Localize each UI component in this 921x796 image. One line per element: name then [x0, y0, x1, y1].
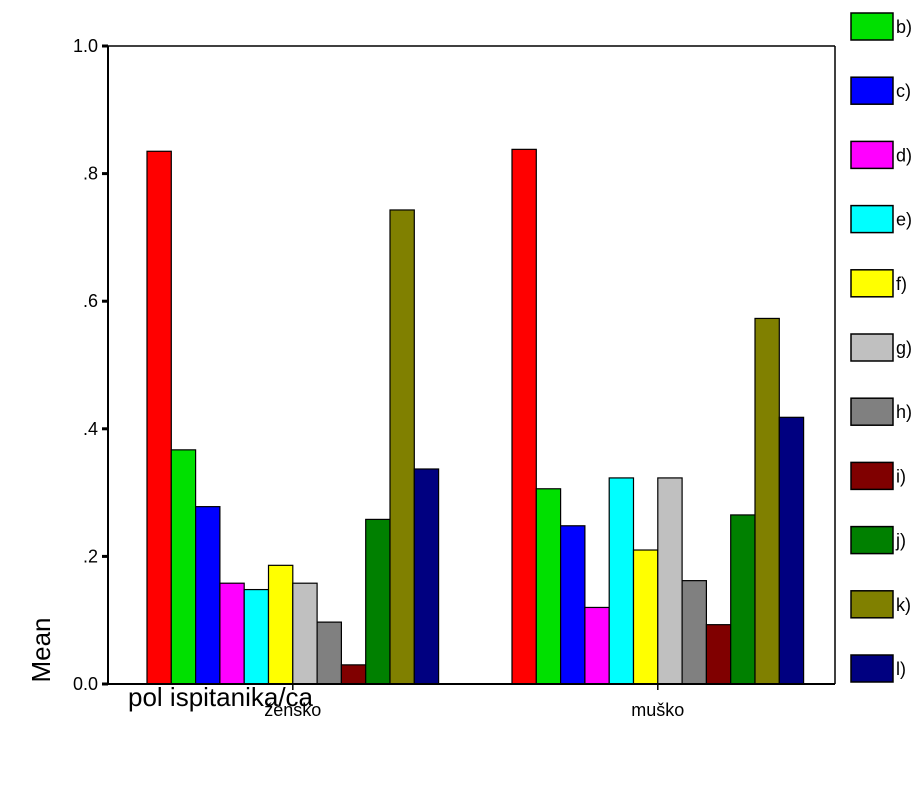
bar-e-musko [608, 477, 635, 685]
legend-swatch [850, 590, 894, 619]
y-tick-label: .6 [83, 291, 98, 311]
bar-h-zensko [316, 621, 343, 685]
bar-i-zensko [340, 664, 367, 685]
legend-swatch [850, 12, 894, 41]
legend-swatch [850, 204, 894, 234]
legend-swatch [850, 461, 894, 491]
legend-label: l) [896, 659, 906, 679]
bar-i-musko [705, 624, 732, 685]
bar-d-zensko [219, 582, 245, 685]
bar-a-musko [511, 148, 537, 685]
y-tick-label: 0.0 [73, 674, 98, 694]
bar-k-zensko [389, 209, 415, 685]
legend-label: k) [896, 595, 911, 615]
bar-j-zensko [365, 518, 391, 685]
legend-label: h) [896, 402, 912, 422]
bar-g-musko [657, 477, 683, 685]
legend-label: i) [896, 466, 906, 486]
bar-a-zensko [146, 150, 172, 685]
bar-l-musko [778, 416, 805, 685]
legend-swatch [850, 525, 894, 555]
x-axis-label: pol ispitanika/ca [128, 682, 313, 712]
bar-f-zensko [267, 564, 294, 685]
category-labels-layer: žensko muško [264, 684, 684, 720]
axes-layer [107, 45, 836, 685]
bar-d-musko [584, 606, 610, 685]
bar-l-zensko [413, 468, 440, 685]
legend-swatch [850, 333, 894, 362]
bar-b-musko [535, 488, 562, 685]
legend-swatch [850, 76, 894, 105]
legend-swatch [850, 397, 894, 426]
legend: b) c) d) e) f) g) h) i) j) k) l) [850, 12, 912, 683]
bar-c-zensko [195, 506, 221, 685]
bar-k-musko [754, 317, 780, 685]
bar-f-musko [632, 549, 659, 685]
category-label: žensko [264, 700, 321, 720]
legend-label: f) [896, 274, 907, 294]
bar-c-musko [559, 525, 586, 685]
legend-label: c) [896, 81, 911, 101]
bars-layer [146, 148, 805, 685]
y-axis-label: Mean [26, 617, 56, 682]
y-tick-label: .4 [83, 419, 98, 439]
bar-e-zensko [243, 588, 270, 685]
bar-g-zensko [292, 582, 318, 685]
legend-label: j) [895, 531, 906, 551]
legend-swatch [850, 140, 894, 170]
y-tick-label: 1.0 [73, 36, 98, 56]
legend-label: d) [896, 145, 912, 165]
legend-swatch [850, 654, 894, 683]
legend-label: b) [896, 17, 912, 37]
legend-label: e) [896, 210, 912, 230]
y-tick-label: .2 [83, 546, 98, 566]
bar-b-zensko [170, 449, 197, 685]
category-label: muško [631, 700, 684, 720]
y-ticks-layer: 0.0 .2 .4 .6 .8 1.0 [73, 36, 108, 694]
y-tick-label: .8 [83, 164, 98, 184]
legend-label: g) [896, 338, 912, 358]
bar-j-musko [730, 514, 756, 685]
legend-swatch [850, 269, 894, 298]
bar-h-musko [681, 580, 707, 685]
